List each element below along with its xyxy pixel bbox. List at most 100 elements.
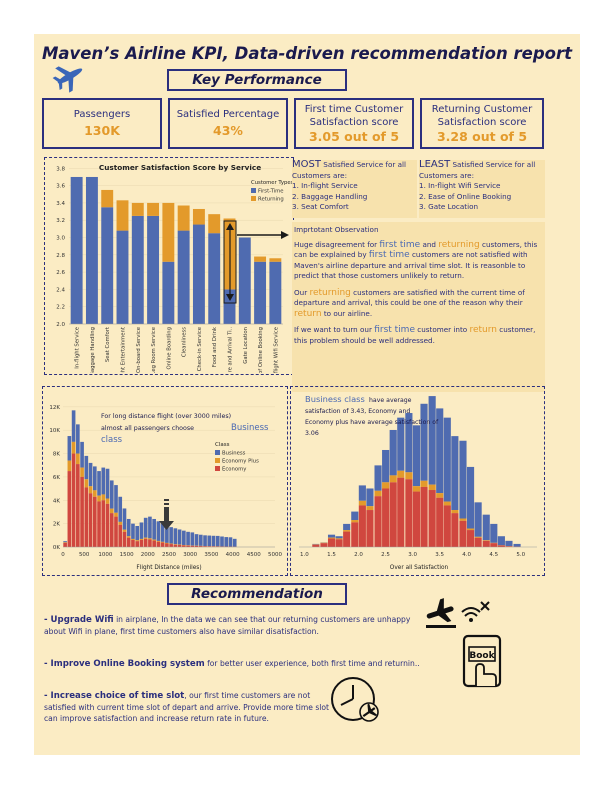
- bar-returning: [192, 208, 205, 225]
- legend-label-first-time: First-Time: [258, 189, 284, 195]
- obs-first-time: first time: [368, 250, 410, 260]
- obs-first-time: first time: [379, 239, 421, 250]
- bar-first-time: [223, 289, 236, 324]
- obs-returning: returning: [309, 287, 351, 298]
- x-tick-label: 5.0: [516, 552, 525, 558]
- least-satisfied-box: LEAST Satisfied Service for all Customer…: [419, 159, 545, 218]
- bar-returning: [147, 202, 160, 216]
- bar-business: [194, 534, 199, 546]
- bar-business: [335, 536, 343, 539]
- obs-text: to our airline.: [321, 308, 373, 318]
- bar-economy-plus: [451, 510, 459, 514]
- annotation-line: almost all passengers choose: [101, 425, 194, 432]
- bar-business: [420, 403, 428, 481]
- x-tick-label: In-flight Wifi Service: [273, 327, 279, 373]
- legend-title: Class: [215, 442, 230, 448]
- bar-economy: [207, 546, 212, 547]
- x-tick-label: In-flight Service: [75, 327, 81, 369]
- y-tick-label: 2.8: [56, 253, 65, 259]
- bar-business: [343, 523, 351, 531]
- bar-economy: [76, 464, 80, 547]
- bar-business: [135, 525, 140, 541]
- bar-economy-plus: [97, 495, 101, 502]
- bar-economy-plus: [351, 520, 359, 523]
- obs-text: customers are not satisfied with Maven's…: [294, 250, 528, 280]
- kpi-value: 3.28 out of 5: [436, 129, 528, 144]
- obs-returning: returning: [438, 239, 480, 250]
- bar-business: [148, 516, 152, 539]
- bar-economy: [169, 544, 173, 547]
- legend-swatch: [215, 466, 220, 471]
- kpi-satisfied-percentage: Satisfied Percentage 43%: [168, 98, 288, 149]
- x-tick-label: 1.0: [300, 552, 309, 558]
- bar-economy: [194, 545, 199, 547]
- bar-economy-plus: [71, 441, 76, 454]
- x-tick-label: 0: [61, 552, 65, 558]
- bar-business: [428, 396, 436, 485]
- bar-business: [169, 527, 173, 544]
- kpi-label: Returning Customer Satisfaction score: [431, 104, 533, 128]
- bar-economy: [312, 544, 320, 547]
- bar-economy-plus: [459, 518, 467, 521]
- y-tick-label: 3.4: [56, 201, 65, 207]
- bar-economy-plus: [169, 543, 173, 545]
- bar-business: [358, 485, 366, 501]
- rec-text: in airplane, In the data we can see that…: [44, 615, 411, 636]
- x-tick-label: Cleanliness: [182, 327, 188, 357]
- bar-business: [182, 530, 186, 546]
- bar-business: [122, 508, 127, 530]
- bar-economy: [105, 503, 110, 547]
- bar-economy: [67, 471, 72, 547]
- bar-returning: [208, 214, 221, 234]
- y-tick-label: 3.6: [56, 184, 65, 190]
- bar-economy-plus: [482, 540, 490, 541]
- obs-text: If we want to turn our: [294, 325, 375, 334]
- obs-text: and: [420, 239, 439, 249]
- annotation-highlight: Business class: [305, 394, 365, 404]
- bar-economy-plus: [101, 494, 106, 501]
- x-tick-label: In-flight Entertainment: [121, 327, 127, 373]
- down-arrow-dash: [164, 503, 169, 505]
- y-tick-label: 2.6: [56, 270, 65, 276]
- bar-economy: [131, 539, 135, 547]
- recommendation-3: - Increase choice of time slot, our firs…: [44, 690, 334, 724]
- bar-economy-plus: [397, 470, 405, 478]
- bar-economy: [397, 477, 405, 547]
- bar-business: [215, 535, 220, 547]
- least-heading: LEAST: [419, 159, 451, 170]
- bar-economy: [382, 488, 390, 547]
- rec-text: , our first time customers are not satis…: [44, 691, 330, 723]
- legend-label-returning: Returning: [258, 197, 284, 203]
- service-satisfaction-chart: 2.0 2.2 2.4 2.6 2.8 3.0 3.2 3.4 3.6 3.8 In-flight …: [56, 163, 293, 394]
- bar-business: [109, 480, 114, 509]
- kpi-first-time-score: First time Customer Satisfaction score 3…: [294, 98, 414, 149]
- bar-economy: [211, 546, 216, 547]
- bar-economy: [80, 476, 84, 547]
- bar-economy: [474, 537, 482, 547]
- bar-business: [228, 537, 233, 547]
- bar-economy: [160, 542, 165, 547]
- bar-economy-plus: [436, 493, 444, 498]
- x-tick-label: 5000: [268, 552, 282, 558]
- bar-business: [203, 535, 207, 547]
- x-tick-label: 2500: [162, 552, 176, 558]
- bar-economy: [351, 522, 359, 547]
- bar-first-time: [147, 215, 160, 324]
- bar-business: [84, 455, 89, 480]
- bar-first-time: [116, 230, 129, 324]
- observation-paragraph-1: Huge disagreement for first time and ret…: [294, 240, 543, 282]
- bar-economy-plus: [327, 537, 336, 539]
- annotation-highlight: Business: [231, 423, 269, 433]
- kpi-passengers: Passengers 130K: [42, 98, 162, 149]
- bar-economy-plus: [135, 540, 140, 542]
- bar-business: [382, 449, 390, 483]
- bar-business: [92, 466, 97, 491]
- x-axis-label: Flight Distance (miles): [136, 565, 201, 571]
- bar-returning: [116, 200, 129, 231]
- x-tick-label: 1500: [120, 552, 134, 558]
- distance-chart-panel: 0K 2K 4K 6K 8K 10K 12K 0 500 1000 1500 2000 2500 3000…: [42, 386, 288, 576]
- bar-business: [327, 534, 336, 538]
- bar-economy: [443, 505, 451, 547]
- obs-first-time: first time: [374, 325, 415, 335]
- least-text: Satisfied Service for all Customers are:: [419, 160, 536, 180]
